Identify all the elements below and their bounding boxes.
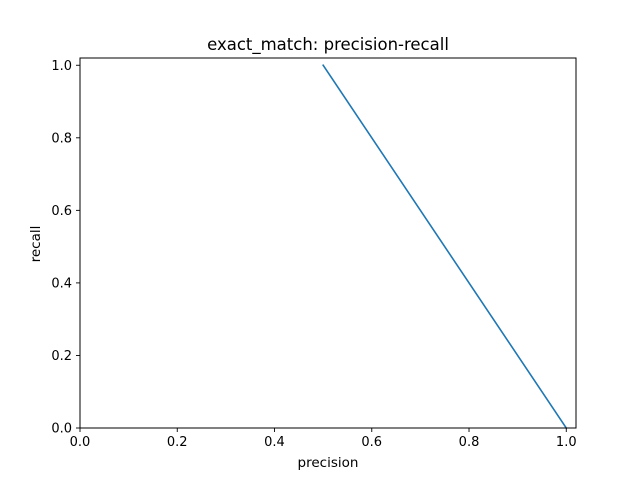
series-line-0 xyxy=(322,64,568,430)
x-axis-label: precision xyxy=(298,455,359,471)
x-tick-label: 0.2 xyxy=(167,435,188,450)
x-tick-label: 0.0 xyxy=(70,435,91,450)
x-tick-label: 0.6 xyxy=(361,435,382,450)
x-axis-ticks: 0.0 0.2 0.4 0.6 0.8 1.0 xyxy=(70,428,577,450)
y-tick-label: 0.6 xyxy=(51,204,72,219)
plot-area xyxy=(80,58,576,428)
plot-frame xyxy=(79,57,577,429)
x-tick-label: 1.0 xyxy=(556,435,577,450)
y-tick-label: 1.0 xyxy=(51,59,72,74)
y-axis-label: recall xyxy=(28,226,44,263)
series-layer xyxy=(322,64,568,430)
chart-title: exact_match: precision-recall xyxy=(207,35,449,55)
y-tick-label: 0.8 xyxy=(51,131,72,146)
x-tick-label: 0.4 xyxy=(264,435,285,450)
x-tick-label: 0.8 xyxy=(459,435,480,450)
y-tick-label: 0.2 xyxy=(51,349,72,364)
y-tick-label: 0.4 xyxy=(51,276,72,291)
y-tick-label: 0.0 xyxy=(51,422,72,437)
y-axis-ticks: 0.0 0.2 0.4 0.6 0.8 1.0 xyxy=(51,59,80,437)
